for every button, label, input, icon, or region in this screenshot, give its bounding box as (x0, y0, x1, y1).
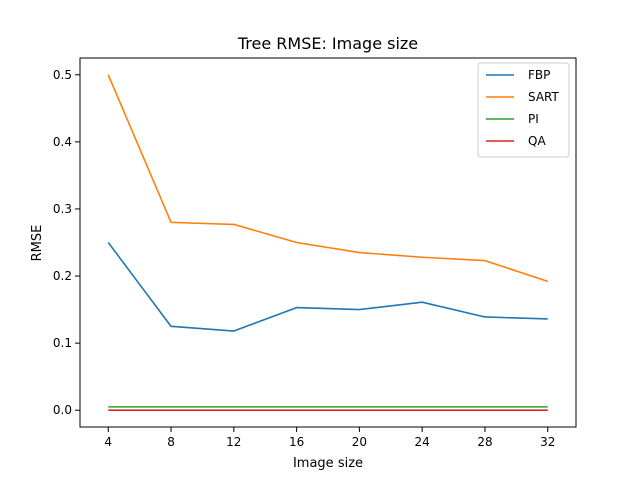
x-axis-label: Image size (293, 456, 363, 471)
x-tick-label: 32 (540, 435, 555, 449)
legend-box (477, 62, 570, 158)
chart-title: Tree RMSE: Image size (237, 34, 418, 53)
y-tick-label: 0.5 (53, 68, 72, 82)
y-axis-label: RMSE (30, 225, 45, 262)
x-tick-label: 20 (352, 435, 367, 449)
legend-label-qa: QA (528, 134, 546, 148)
legend-label-sart: SART (528, 90, 560, 104)
y-tick-label: 0.2 (53, 269, 72, 283)
x-tick-label: 16 (289, 435, 304, 449)
x-tick-label: 8 (167, 435, 175, 449)
y-tick-label: 0.1 (53, 336, 72, 350)
series-line-fbp (107, 242, 548, 332)
x-tick-label: 12 (226, 435, 241, 449)
x-tick-label: 28 (477, 435, 492, 449)
x-tick-label: 24 (415, 435, 430, 449)
y-tick-label: 0.0 (53, 403, 72, 417)
axis-ticks: 4 8 12 16 20 24 28 32 0.0 0.1 0.2 0.3 0.4 0.5 (53, 68, 555, 449)
legend: FBP SART PI QA (477, 62, 570, 158)
y-tick-label: 0.4 (53, 135, 72, 149)
y-tick-label: 0.3 (53, 202, 72, 216)
legend-label-fbp: FBP (528, 68, 550, 82)
plot-frame (79, 57, 577, 428)
x-tick-label: 4 (104, 435, 112, 449)
plot-area (107, 74, 549, 412)
series-line-sart (107, 74, 549, 283)
legend-label-pi: PI (528, 112, 539, 126)
